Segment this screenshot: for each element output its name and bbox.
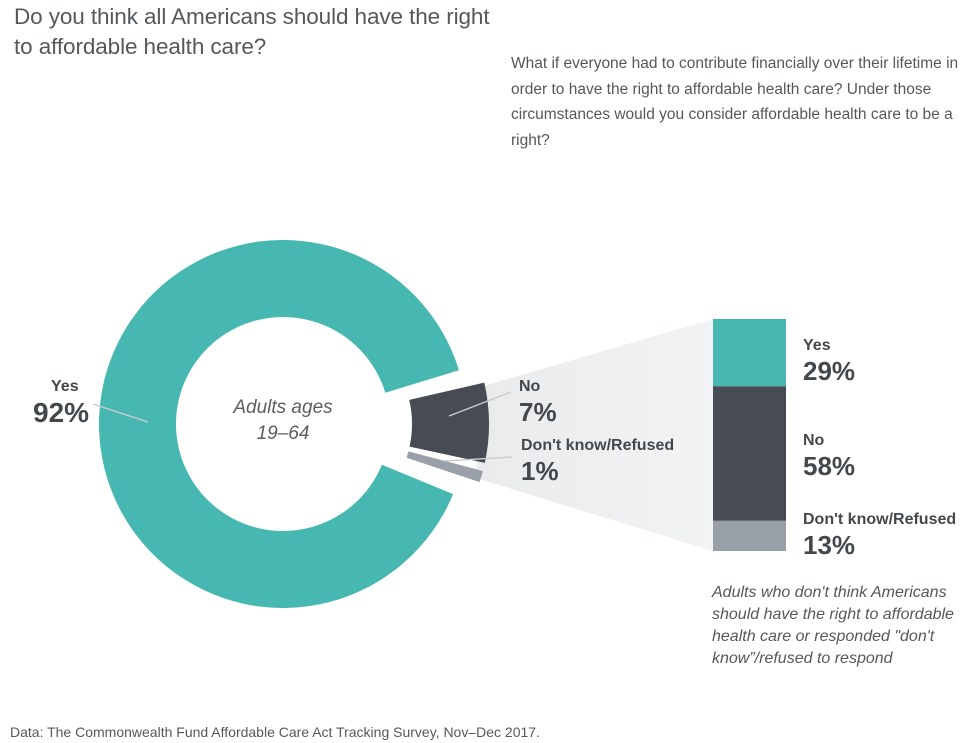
leader-lines (92, 391, 513, 462)
donut-label-yes: Yes (51, 378, 79, 395)
donut-center-label: Adults ages 19–64 (193, 395, 373, 447)
donut-label-dont-know: Don't know/Refused (521, 437, 675, 454)
donut-slice-dont-know (406, 451, 483, 483)
zoom-funnel-shape (476, 319, 713, 551)
followup-question: What if everyone had to contribute finan… (511, 55, 959, 149)
donut-value-dont-know: 1% (521, 456, 559, 486)
donut-slice-no (409, 382, 489, 463)
center-label-line1: Adults ages (233, 397, 333, 418)
leader-line-yes (92, 403, 149, 423)
bar-label-no-name: No (803, 432, 825, 449)
bar-segment-dont-know (713, 520, 786, 551)
bar-footnote: Adults who don't think Americans should … (712, 584, 954, 667)
bar-label-dont-know-name: Don't know/Refused (803, 511, 957, 528)
donut-label-no: No (519, 378, 541, 395)
bar-segment-no (713, 386, 786, 521)
donut-value-no: 7% (519, 397, 557, 427)
donut-slice-yes (99, 240, 459, 608)
leader-line-dont-know (443, 456, 513, 462)
bar-label-yes-value: 29% (803, 356, 856, 386)
donut-value-yes: 92% (33, 397, 90, 428)
bar-label-no-value: 58% (803, 451, 856, 481)
bar-label-dont-know-value: 13% (803, 530, 856, 560)
page-title: Do you think all Americans should have t… (14, 4, 490, 59)
bar-segment-yes (713, 319, 786, 387)
bar-label-yes-name: Yes (803, 337, 831, 354)
bar-label-no: No 58% (803, 431, 978, 480)
bar-label-yes: Yes 29% (803, 336, 978, 385)
leader-line-no (448, 391, 512, 417)
center-label-line2: 19–64 (256, 423, 310, 444)
data-source-note: Data: The Commonwealth Fund Affordable C… (10, 724, 540, 740)
bar-label-dont-know: Don't know/Refused 13% (803, 510, 978, 559)
